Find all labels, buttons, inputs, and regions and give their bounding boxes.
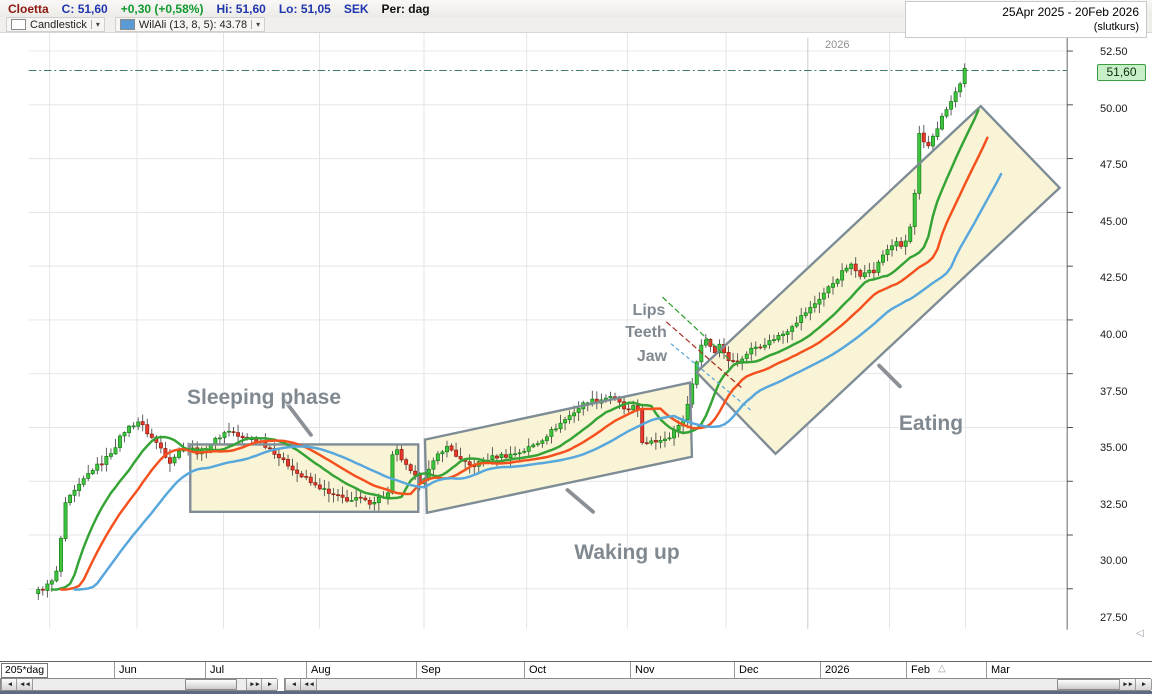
date-range: 25Apr 2025 - 20Feb 2026: [1002, 5, 1139, 19]
annotation-teeth: Teeth: [625, 324, 667, 341]
chevron-down-icon: ▾: [95, 20, 100, 29]
high-quote: Hi: 51,60: [216, 1, 266, 16]
price-tick-label: 30.00: [1100, 555, 1128, 568]
annotation-lips: Lips: [632, 302, 666, 319]
change-quote: +0,30 (+0,58%): [120, 1, 204, 16]
scroll-right-button[interactable]: ►: [261, 679, 278, 690]
scroll-left-fast-button[interactable]: ◄◄: [300, 679, 317, 690]
divider: [251, 20, 253, 29]
month-tick: [524, 662, 525, 678]
window-bottom-edge: [0, 691, 1152, 694]
price-type: (slutkurs): [1093, 21, 1139, 33]
annotation-eating: Eating: [898, 412, 964, 435]
scrollbar-thumb[interactable]: [1057, 679, 1121, 690]
series-type-label: Candlestick: [30, 18, 87, 31]
sleeping-phase-box: [189, 443, 420, 514]
currency-label: SEK: [343, 1, 369, 16]
month-tick: [306, 662, 307, 678]
month-label: Sep: [421, 664, 441, 676]
chart-area[interactable]: 52.50 50.00 47.50 45.00 42.50 40.00 37.50 35.00…: [0, 33, 1152, 661]
month-label: Aug: [311, 664, 331, 676]
month-label: Feb: [911, 664, 930, 676]
month-tick: [820, 662, 821, 678]
price-tick-label: 27.50: [1100, 612, 1128, 624]
price-tick-label: 50.00: [1100, 102, 1128, 115]
price-tick-label: 35.00: [1100, 442, 1128, 455]
price-tick-label: 45.00: [1100, 215, 1128, 228]
month-label: Dec: [739, 664, 759, 676]
left-scrollbar[interactable]: ◄ ◄◄ ►► ►: [0, 678, 278, 691]
last-price-badge: 51,60: [1097, 64, 1146, 81]
month-label: Oct: [529, 664, 547, 676]
toolbar: Candlestick ▾ WilAli (13, 8, 5): 43.78 ▾: [0, 17, 1152, 33]
gridlines: [28, 33, 1068, 629]
annotation-jaw: Jaw: [636, 348, 668, 365]
series-swatch: [11, 19, 26, 30]
scrollbar-row: ◄ ◄◄ ►► ► ◄ ◄◄ ►► ►: [0, 678, 1152, 691]
indicator-swatch: [119, 19, 135, 30]
annotation-arrow: [565, 488, 596, 514]
price-chart: [28, 33, 1073, 630]
month-tick: [630, 662, 631, 678]
indicator-dropdown[interactable]: WilAli (13, 8, 5): 43.78 ▾: [114, 17, 266, 32]
eating-box-fill: [696, 106, 1060, 454]
pointer-line: [662, 296, 733, 363]
indicator-label: WilAli (13, 8, 5): 43.78: [138, 18, 248, 31]
month-label: Jul: [210, 664, 225, 676]
month-tick: [416, 662, 417, 678]
series-type-dropdown[interactable]: Candlestick ▾: [6, 17, 105, 32]
scrollbar-thumb[interactable]: [185, 679, 237, 690]
date-range-panel: 25Apr 2025 - 20Feb 2026 (slutkurs): [905, 1, 1147, 38]
header-bar: Cloetta C: 51,60 +0,30 (+0,58%) Hi: 51,6…: [0, 0, 1152, 17]
price-tick-label: 42.50: [1100, 272, 1128, 285]
month-tick: [114, 662, 115, 678]
pointer-line: [670, 343, 752, 411]
month-tick: [986, 662, 987, 678]
annotation-waking-up: Waking up: [574, 541, 680, 564]
main-scrollbar[interactable]: ◄ ◄◄ ►► ►: [284, 678, 1152, 691]
annotation-arrow: [281, 396, 313, 437]
symbol-name: Cloetta: [8, 1, 49, 16]
bar-count-cell: 205*dag: [1, 663, 48, 678]
eating-box: [694, 104, 1062, 456]
axis-collapse-arrow-icon[interactable]: ◁: [1136, 628, 1144, 639]
annotation-sleeping-phase: Sleeping phase: [186, 386, 342, 409]
month-label: Jun: [119, 664, 137, 676]
alligator-jaw-line: [73, 172, 1003, 591]
price-tick-label: 37.50: [1100, 385, 1128, 398]
year-label: 2026: [825, 39, 850, 51]
panel-resize-handle-icon[interactable]: △: [938, 663, 946, 674]
price-tick-label: 40.00: [1100, 329, 1128, 341]
month-label: Nov: [635, 664, 655, 676]
alligator-teeth-line: [59, 136, 989, 591]
low-quote: Lo: 51,05: [278, 1, 331, 16]
month-label: 2026: [825, 664, 850, 676]
waking-up-box: [423, 381, 694, 515]
month-tick: [205, 662, 206, 678]
period-label: Per: dag: [381, 1, 430, 16]
chevron-down-icon: ▾: [256, 20, 261, 29]
scroll-right-fast-button[interactable]: ►►: [1119, 679, 1136, 690]
annotation-arrow: [877, 363, 902, 389]
close-quote: C: 51,60: [61, 1, 108, 16]
divider: [90, 20, 92, 29]
scroll-right-button[interactable]: ►: [1135, 679, 1152, 690]
scroll-left-fast-button[interactable]: ◄◄: [16, 679, 33, 690]
price-tick-label: 52.50: [1100, 46, 1128, 58]
month-label: Mar: [991, 664, 1010, 676]
month-tick: [734, 662, 735, 678]
price-tick-label: 32.50: [1100, 498, 1128, 511]
price-tick-label: 47.50: [1100, 159, 1128, 172]
sleeping-phase-box-fill: [190, 444, 419, 512]
time-axis: 205*dag Jun Jul Aug Sep Oct Nov Dec 2026 Feb Mar …: [0, 661, 1152, 678]
month-tick: [906, 662, 907, 678]
alligator-lips-line: [50, 108, 980, 591]
